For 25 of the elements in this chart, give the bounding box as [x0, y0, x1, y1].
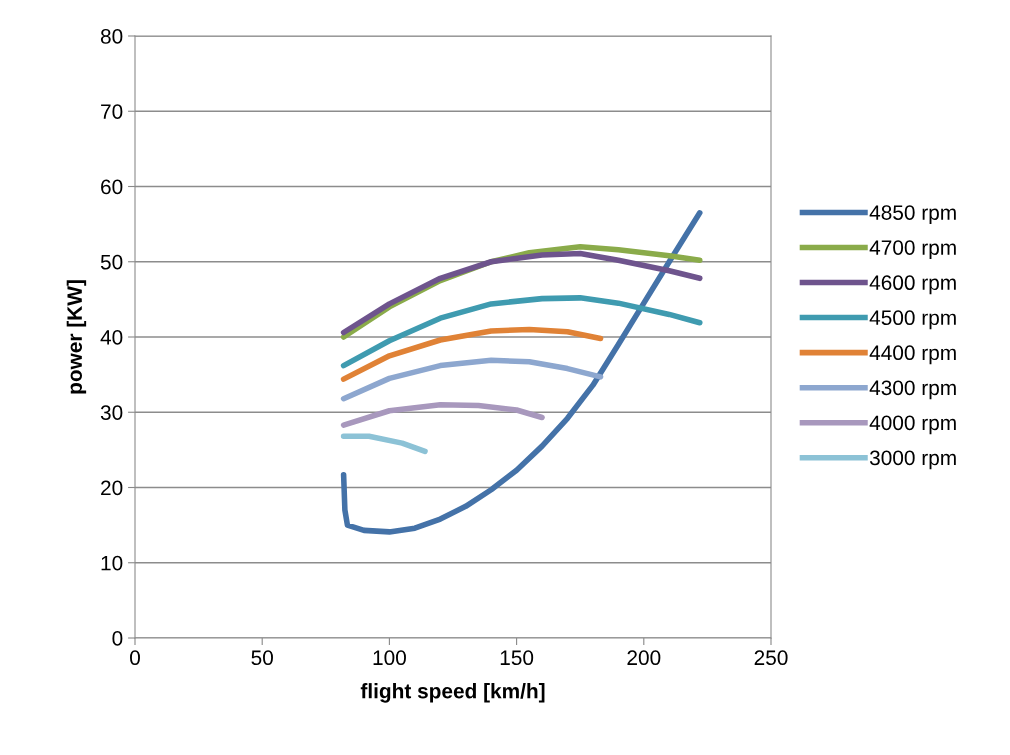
legend-label: 4500 rpm — [869, 310, 956, 330]
y-tick-label: 20 — [101, 480, 123, 496]
x-tick-label: 200 — [627, 650, 661, 666]
legend-label: 4850 rpm — [869, 205, 956, 225]
x-tick-label: 100 — [373, 650, 406, 666]
y-axis-title: power [KW] — [66, 280, 87, 394]
y-tick-label: 60 — [101, 179, 123, 195]
y-tick-label: 50 — [100, 254, 123, 270]
x-tick-label: 250 — [754, 650, 788, 666]
legend-label: 3000 rpm — [869, 450, 956, 470]
y-tick-label: 40 — [100, 330, 123, 345]
legend-label: 4000 rpm — [869, 415, 956, 435]
y-tick-label: 80 — [100, 29, 123, 44]
y-tick-label: 70 — [101, 104, 123, 119]
x-tick-label: 0 — [130, 650, 140, 666]
x-tick-label: 150 — [500, 650, 534, 666]
y-tick-label: 0 — [112, 631, 123, 646]
x-axis-title: flight speed [km/h] — [360, 683, 545, 703]
legend-label: 4700 rpm — [869, 240, 956, 260]
x-tick-label: 50 — [251, 650, 273, 666]
legend-label: 4300 rpm — [869, 380, 956, 400]
y-tick-label: 30 — [100, 405, 123, 420]
y-tick-label: 10 — [101, 555, 123, 571]
legend-label: 4600 rpm — [869, 275, 956, 295]
legend-label: 4400 rpm — [869, 345, 956, 365]
